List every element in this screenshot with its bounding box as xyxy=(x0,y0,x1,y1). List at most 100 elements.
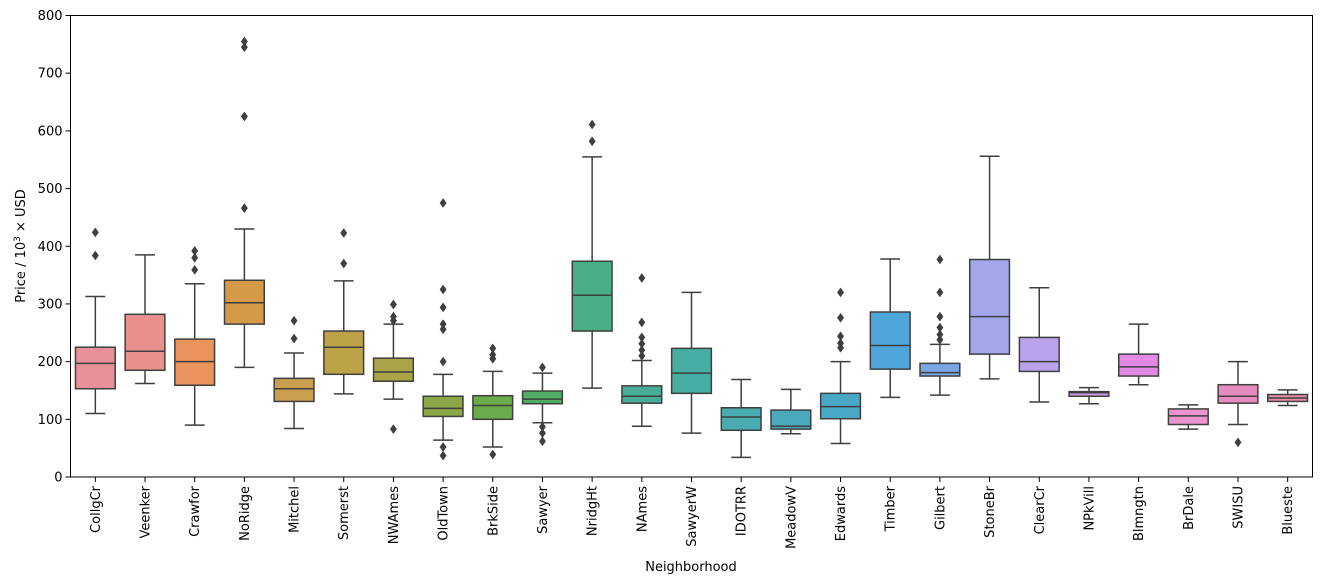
outlier-point xyxy=(638,332,646,343)
box-group-idotrr xyxy=(720,378,762,459)
box-group-stonebr xyxy=(968,155,1011,380)
outlier-point xyxy=(936,334,944,345)
outlier-point xyxy=(489,343,497,354)
y-tick-label: 0 xyxy=(54,471,62,486)
x-axis: CollgCr Veenker Crawfor NoRidge Mitchel Somer… xyxy=(89,477,1296,549)
outlier-point xyxy=(1234,437,1242,448)
outlier-point xyxy=(191,245,199,256)
outlier-point xyxy=(638,350,646,361)
outlier-point xyxy=(936,254,944,265)
box-iqr xyxy=(571,260,613,332)
box-iqr xyxy=(968,258,1011,355)
y-tick-label: 400 xyxy=(38,240,63,255)
outlier-point xyxy=(837,312,845,323)
x-tick-label: Somerst xyxy=(337,486,352,540)
box-iqr xyxy=(670,347,713,395)
y-tick-label: 100 xyxy=(38,413,63,428)
x-tick-label: StoneBr xyxy=(983,485,998,537)
box-iqr xyxy=(521,390,564,405)
box-group-clearcr xyxy=(1018,287,1060,403)
x-tick-label: OldTown xyxy=(437,486,452,541)
y-axis-label-exponent: 3 xyxy=(13,236,23,242)
box-iqr xyxy=(472,394,514,421)
box-iqr xyxy=(1018,336,1060,373)
y-tick-label: 500 xyxy=(38,182,63,197)
outlier-point xyxy=(439,356,447,367)
box-iqr xyxy=(372,357,415,382)
box-group-oldtown xyxy=(422,198,464,461)
x-tick-label: Crawfor xyxy=(188,485,203,537)
box-iqr xyxy=(1068,390,1110,397)
outlier-point xyxy=(439,198,447,208)
box-group-nwames xyxy=(372,299,415,435)
outlier-point xyxy=(439,442,447,452)
x-tick-label: NridgHt xyxy=(586,486,601,536)
x-tick-label: Gilbert xyxy=(933,486,948,530)
x-tick-label: Blmngtn xyxy=(1132,486,1147,541)
x-tick-label: NAmes xyxy=(635,486,650,532)
y-axis-label-prefix: Price / 10 xyxy=(14,242,29,303)
outlier-point xyxy=(191,252,199,263)
box-group-blueste xyxy=(1267,389,1309,407)
box-group-timber xyxy=(869,258,911,399)
outlier-point xyxy=(439,450,447,461)
outlier-point xyxy=(290,333,298,344)
y-tick-label: 600 xyxy=(38,124,63,139)
box-iqr xyxy=(323,330,365,376)
outlier-point xyxy=(638,345,646,356)
box-group-gilbert xyxy=(919,254,961,396)
x-tick-label: BrkSide xyxy=(486,486,501,536)
outlier-point xyxy=(489,349,497,360)
outlier-point xyxy=(439,324,447,335)
box-group-edwards xyxy=(819,287,862,445)
box-group-blmngtn xyxy=(1117,323,1160,386)
y-axis-label: Price / 103 × USD xyxy=(13,189,29,303)
y-tick-label: 300 xyxy=(38,297,63,312)
box-group-somerst xyxy=(323,228,365,395)
x-tick-label: SWISU xyxy=(1231,486,1246,529)
x-tick-label: ClearCr xyxy=(1033,485,1048,534)
box-group-mitchel xyxy=(273,315,315,430)
x-tick-label: Blueste xyxy=(1281,486,1296,535)
outlier-point xyxy=(240,42,248,53)
box-iqr xyxy=(74,346,116,390)
x-axis-label: Neighborhood xyxy=(645,560,737,575)
outlier-point xyxy=(389,299,397,310)
outlier-point xyxy=(290,315,298,326)
outlier-point xyxy=(489,449,497,460)
y-tick-label: 200 xyxy=(38,355,63,370)
outlier-point xyxy=(538,421,546,432)
box-iqr xyxy=(1217,383,1259,404)
x-tick-label: NWAmes xyxy=(387,486,402,544)
outlier-point xyxy=(638,273,646,283)
outlier-point xyxy=(439,319,447,330)
x-tick-label: BrDale xyxy=(1182,486,1197,530)
outlier-point xyxy=(538,436,546,447)
outlier-point xyxy=(340,258,348,269)
outlier-point xyxy=(91,227,99,238)
box-group-veenker xyxy=(124,254,166,385)
box-group-npkvill xyxy=(1068,386,1110,405)
box-iqr xyxy=(1167,408,1209,426)
box-group-meadowv xyxy=(770,388,812,435)
x-tick-label: SawyerW xyxy=(685,486,700,547)
x-tick-label: Timber xyxy=(884,485,899,532)
outlier-point xyxy=(240,36,248,47)
x-tick-label: NPkVill xyxy=(1082,486,1097,531)
outlier-point xyxy=(588,119,596,130)
x-tick-label: Veenker xyxy=(139,485,154,538)
boxes-layer xyxy=(74,36,1309,461)
outlier-point xyxy=(538,362,546,373)
box-group-swisu xyxy=(1217,360,1259,448)
y-tick-label: 800 xyxy=(38,9,63,24)
box-group-crawfor xyxy=(174,245,216,426)
box-group-noridge xyxy=(223,36,266,369)
box-iqr xyxy=(720,407,762,432)
y-tick-label: 700 xyxy=(38,67,63,82)
outlier-point xyxy=(936,329,944,340)
box-group-collgcr xyxy=(74,227,116,415)
box-iqr xyxy=(869,311,911,370)
box-iqr xyxy=(770,409,812,430)
outlier-point xyxy=(240,111,248,122)
